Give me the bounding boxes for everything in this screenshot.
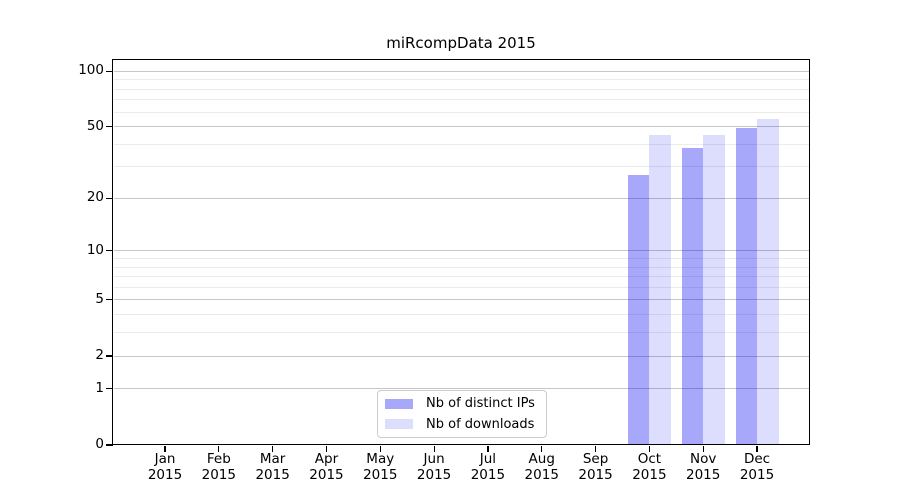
x-tick-year: 2015: [255, 467, 290, 483]
x-tick-label: Apr 2015: [296, 451, 356, 483]
y-tick-label: 5: [95, 290, 104, 307]
legend-swatch-downloads: [385, 419, 413, 429]
gridline-minor: [113, 79, 809, 81]
x-tick-year: 2015: [201, 467, 236, 483]
x-tick: [541, 446, 543, 452]
y-tick-label: 0: [95, 436, 104, 452]
x-tick: [272, 446, 274, 452]
x-tick-label: Oct 2015: [619, 451, 679, 483]
y-tick: [105, 388, 113, 390]
gridline-minor: [113, 332, 809, 334]
y-tick-label: 10: [86, 241, 104, 258]
bar-downloads-nov: [703, 134, 725, 444]
x-tick-label: May 2015: [350, 451, 410, 483]
x-tick-month: Jul: [479, 451, 497, 467]
legend-item-downloads: Nb of downloads: [385, 417, 546, 432]
gridline-major: [113, 250, 809, 252]
x-tick-year: 2015: [524, 467, 559, 483]
bar-distinct-ips-dec: [735, 128, 758, 444]
y-tick-label: 2: [95, 347, 104, 363]
y-tick: [105, 250, 113, 252]
x-tick: [325, 446, 328, 452]
x-tick-label: Aug 2015: [512, 451, 572, 483]
gridline-minor: [113, 286, 809, 288]
gridline-major: [113, 299, 809, 301]
legend-swatch-distinct-ips: [385, 399, 413, 409]
x-tick-label: Sep 2015: [566, 451, 626, 483]
x-tick-month: Aug: [528, 451, 555, 467]
x-tick-label: Jul 2015: [458, 451, 518, 483]
x-tick: [756, 446, 758, 452]
gridline-minor: [113, 166, 809, 168]
x-tick-label: Mar 2015: [243, 451, 303, 483]
y-tick-label: 100: [78, 62, 104, 79]
x-tick-label: Jan 2015: [135, 451, 195, 483]
x-tick-year: 2015: [632, 467, 667, 483]
bar-distinct-ips-nov: [681, 148, 704, 444]
x-tick: [487, 446, 489, 452]
y-tick: [105, 299, 113, 301]
x-tick: [433, 446, 435, 452]
y-tick: [105, 197, 113, 199]
gridline-minor: [113, 266, 809, 268]
x-tick-month: Dec: [743, 451, 771, 467]
gridline-major: [113, 197, 809, 199]
x-tick: [594, 446, 597, 452]
gridline-minor: [113, 88, 809, 90]
x-tick-year: 2015: [309, 467, 344, 483]
x-tick-month: Feb: [206, 451, 231, 467]
x-tick-year: 2015: [739, 467, 775, 483]
y-tick-label: 20: [86, 189, 104, 206]
x-tick-year: 2015: [470, 467, 506, 483]
gridline-minor: [113, 111, 809, 113]
x-tick-month: Jun: [423, 451, 445, 467]
x-tick-label: Dec 2015: [727, 451, 787, 483]
y-tick: [105, 70, 113, 72]
gridline-major: [113, 126, 809, 128]
x-tick-year: 2015: [578, 467, 613, 483]
legend-item-distinct-ips: Nb of distinct IPs: [385, 396, 546, 411]
gridline-major: [113, 355, 809, 357]
x-tick-year: 2015: [147, 467, 183, 483]
x-tick-label: Feb 2015: [189, 451, 249, 483]
x-tick: [218, 446, 220, 452]
legend-label-downloads: Nb of downloads: [426, 416, 535, 432]
y-tick-label: 50: [86, 117, 104, 134]
legend-label-distinct-ips: Nb of distinct IPs: [426, 396, 535, 412]
y-tick: [105, 125, 113, 128]
legend: Nb of distinct IPs Nb of downloads: [377, 390, 547, 438]
x-tick-month: Apr: [314, 451, 339, 467]
x-tick-label: Jun 2015: [404, 451, 464, 483]
x-tick-year: 2015: [686, 467, 721, 483]
bar-distinct-ips-oct: [627, 175, 650, 444]
bar-downloads-dec: [757, 118, 779, 444]
x-tick: [379, 446, 381, 452]
x-tick-month: Sep: [582, 451, 609, 467]
x-tick-month: Jan: [154, 451, 176, 467]
gridline-minor: [113, 143, 809, 145]
x-tick-year: 2015: [363, 467, 398, 483]
x-tick: [648, 446, 650, 452]
y-tick: [105, 355, 113, 357]
gridline-minor: [113, 257, 809, 259]
gridline-minor: [113, 99, 809, 101]
gridline-major: [113, 388, 809, 390]
gridline-minor: [113, 276, 809, 278]
y-tick: [105, 444, 113, 446]
x-tick-month: May: [366, 451, 395, 467]
chart-title: miRcompData 2015: [386, 34, 536, 52]
x-tick: [702, 446, 704, 452]
x-tick-month: Mar: [259, 451, 286, 467]
y-tick-label: 1: [95, 379, 104, 396]
x-tick-month: Nov: [690, 451, 717, 467]
x-tick-label: Nov 2015: [673, 451, 733, 483]
bar-downloads-oct: [649, 134, 671, 444]
gridline-major: [113, 70, 809, 72]
gridline-minor: [113, 314, 809, 316]
x-tick: [164, 446, 166, 452]
x-tick-month: Oct: [637, 451, 662, 467]
x-tick-year: 2015: [416, 467, 452, 483]
